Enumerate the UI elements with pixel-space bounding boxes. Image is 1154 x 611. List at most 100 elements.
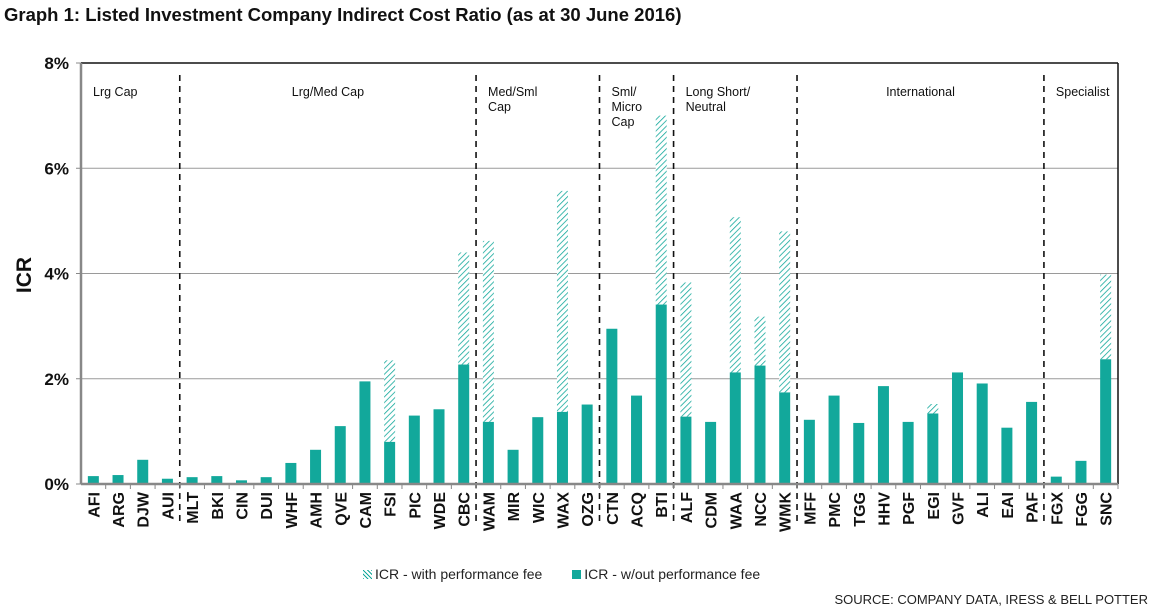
x-tick-label: WHF xyxy=(284,492,301,529)
bar-without-performance-fee xyxy=(532,417,544,484)
x-tick-label: CBC xyxy=(457,492,474,527)
x-tick-label: MLT xyxy=(185,492,202,524)
group-label: Med/Sml xyxy=(488,85,537,99)
bar-without-performance-fee xyxy=(433,409,445,484)
bar-without-performance-fee xyxy=(803,419,815,484)
bar-without-performance-fee xyxy=(310,449,322,484)
axes xyxy=(76,62,1119,489)
group-label: Cap xyxy=(488,100,511,114)
x-tick-label: CTN xyxy=(605,492,622,525)
bar-without-performance-fee xyxy=(507,449,519,484)
x-tick-label: HHV xyxy=(876,492,893,526)
bar-without-performance-fee xyxy=(779,392,791,484)
bar-without-performance-fee xyxy=(458,364,470,484)
bar-without-performance-fee xyxy=(976,383,988,484)
x-tick-label: WIC xyxy=(531,492,548,524)
group-label: Cap xyxy=(612,115,635,129)
y-tick-label: 6% xyxy=(44,159,69,178)
bar-without-performance-fee xyxy=(606,328,618,484)
bar-without-performance-fee xyxy=(285,462,297,484)
bars xyxy=(87,115,1112,484)
bar-without-performance-fee xyxy=(112,475,124,484)
x-tick-label: CIN xyxy=(234,492,251,520)
group-label: Neutral xyxy=(686,100,726,114)
bar-without-performance-fee xyxy=(87,476,99,484)
x-tick-label: OZG xyxy=(580,492,597,527)
x-tick-label: GVF xyxy=(951,492,968,525)
bar-without-performance-fee xyxy=(408,415,420,484)
x-tick-label: WDE xyxy=(432,492,449,530)
x-tick-label: FSI xyxy=(383,492,400,517)
x-tick-label: ARG xyxy=(111,492,128,528)
bar-without-performance-fee xyxy=(161,478,173,484)
bar-with-performance-fee xyxy=(384,360,396,442)
bar-without-performance-fee xyxy=(1050,476,1062,484)
bar-without-performance-fee xyxy=(655,304,667,484)
group-label: International xyxy=(886,85,955,99)
x-tick-label: CDM xyxy=(704,492,721,528)
x-tick-label: BTI xyxy=(654,492,671,518)
x-tick-label: ACQ xyxy=(630,492,647,528)
bar-without-performance-fee xyxy=(754,365,766,484)
group-label: Sml/ xyxy=(612,85,638,99)
hatch-swatch-icon xyxy=(363,569,372,579)
legend-label-without-fee: ICR - w/out performance fee xyxy=(584,566,761,582)
x-tick-label: AMH xyxy=(309,492,326,528)
source-note: SOURCE: COMPANY DATA, IRESS & BELL POTTE… xyxy=(834,592,1148,607)
x-tick-label: PAF xyxy=(1025,492,1042,523)
x-tick-label: FGG xyxy=(1074,492,1091,527)
bar-without-performance-fee xyxy=(482,421,494,484)
x-tick-label: PMC xyxy=(827,492,844,528)
y-tick-label: 4% xyxy=(44,265,69,284)
bar-without-performance-fee xyxy=(556,411,568,484)
y-tick-label: 8% xyxy=(44,54,69,73)
x-tick-label: WMK xyxy=(778,492,795,532)
x-tick-label: AUI xyxy=(160,492,177,520)
group-label: Lrg/Med Cap xyxy=(292,85,364,99)
group-dividers xyxy=(178,75,1045,524)
bar-without-performance-fee xyxy=(902,421,914,484)
x-tick-label: EGI xyxy=(926,492,943,520)
bar-without-performance-fee xyxy=(384,441,396,484)
x-tick-label: MFF xyxy=(802,492,819,525)
bar-without-performance-fee xyxy=(186,477,198,484)
bar-with-performance-fee xyxy=(754,316,766,366)
bar-with-performance-fee xyxy=(458,252,470,365)
legend: ICR - with performance fee ICR - w/out p… xyxy=(363,566,760,582)
bar-without-performance-fee xyxy=(137,459,149,484)
x-tick-label: DUI xyxy=(259,492,276,520)
group-label: Micro xyxy=(612,100,643,114)
x-tick-label: NCC xyxy=(753,492,770,527)
bar-with-performance-fee xyxy=(729,217,741,373)
x-tick-label: ALI xyxy=(975,492,992,518)
x-tick-label: WAA xyxy=(728,492,745,530)
bar-without-performance-fee xyxy=(927,413,939,484)
x-tick-label: CAM xyxy=(358,492,375,528)
group-label: Lrg Cap xyxy=(93,85,138,99)
bar-with-performance-fee xyxy=(482,240,494,422)
bar-without-performance-fee xyxy=(1100,359,1112,484)
legend-item-without-fee: ICR - w/out performance fee xyxy=(572,566,760,582)
group-label: Specialist xyxy=(1056,85,1110,99)
x-tick-label: ALF xyxy=(679,492,696,523)
bar-with-performance-fee xyxy=(779,231,791,393)
x-tick-label: PIC xyxy=(407,492,424,519)
x-tick-label: PGF xyxy=(901,492,918,525)
solid-swatch-icon xyxy=(572,569,582,579)
x-tick-label: AFI xyxy=(86,492,103,518)
x-tick-label: DJW xyxy=(136,491,153,527)
bar-without-performance-fee xyxy=(211,476,223,484)
bar-without-performance-fee xyxy=(359,381,371,484)
x-tick-label: QVE xyxy=(333,492,350,526)
legend-item-with-fee: ICR - with performance fee xyxy=(363,566,542,582)
bar-without-performance-fee xyxy=(1026,401,1038,484)
x-tick-label: TGG xyxy=(852,492,869,527)
x-tick-label: FGX xyxy=(1049,492,1066,525)
x-tick-label: EAI xyxy=(1000,492,1017,519)
x-tick-label: MIR xyxy=(506,492,523,522)
bar-without-performance-fee xyxy=(680,416,692,484)
bar-without-performance-fee xyxy=(631,395,643,484)
bar-with-performance-fee xyxy=(1100,274,1112,360)
bar-with-performance-fee xyxy=(927,404,939,414)
